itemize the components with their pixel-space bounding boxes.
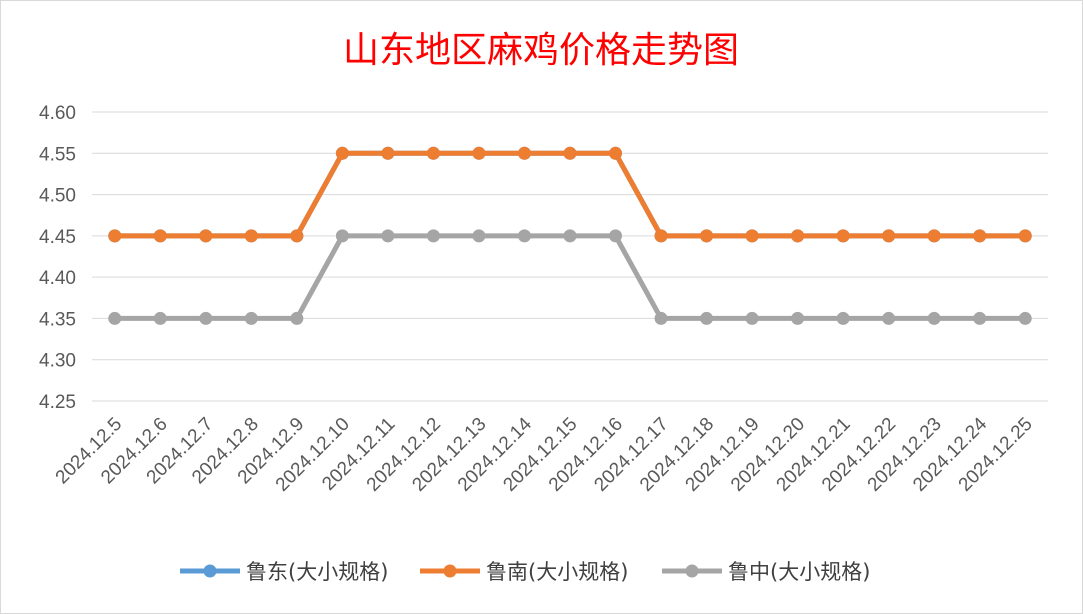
data-point [836,311,850,325]
data-point [153,311,167,325]
data-point [654,311,668,325]
y-tick-label: 4.25 [39,392,76,413]
y-tick-label: 4.50 [39,186,76,207]
y-tick-label: 4.60 [39,103,76,124]
data-point [836,229,850,243]
data-point [609,146,623,160]
data-point [108,229,122,243]
data-point [882,311,896,325]
chart-title: 山东地区麻鸡价格走势图 [343,30,739,71]
data-point [973,311,987,325]
data-point [563,229,577,243]
series-2 [108,229,1032,325]
data-point [199,311,213,325]
data-point [244,311,258,325]
data-point [108,311,122,325]
data-point [153,229,167,243]
data-point [927,229,941,243]
data-point [426,146,440,160]
series-1 [108,146,1032,243]
data-point [1018,311,1032,325]
y-tick-label: 4.45 [39,227,76,248]
data-point [1018,229,1032,243]
data-point [290,311,304,325]
data-point [654,229,668,243]
data-point [791,229,805,243]
legend-item: 鲁东(大小规格) [180,560,388,584]
legend-marker [685,564,699,578]
data-point [335,229,349,243]
data-point [517,146,531,160]
data-point [381,229,395,243]
data-point [700,311,714,325]
data-point [381,146,395,160]
data-point [563,146,577,160]
data-point [791,311,805,325]
series-lines [108,146,1032,325]
data-point [927,311,941,325]
data-point [882,229,896,243]
data-point [700,229,714,243]
y-tick-label: 4.35 [39,309,76,330]
y-tick-label: 4.40 [39,268,76,289]
legend-marker [203,564,217,578]
data-point [517,229,531,243]
data-point [745,311,759,325]
data-point [244,229,258,243]
data-point [426,229,440,243]
data-point [290,229,304,243]
y-tick-label: 4.55 [39,144,76,165]
data-point [609,229,623,243]
legend-label: 鲁东(大小规格) [246,560,388,584]
data-point [745,229,759,243]
legend-marker [443,564,457,578]
data-point [472,146,486,160]
legend-item: 鲁中(大小规格) [662,560,870,584]
y-axis-tick-labels: 4.25 4.30 4.35 4.40 4.45 4.50 4.55 4.60 [39,103,76,413]
legend: 鲁东(大小规格) 鲁南(大小规格) 鲁中(大小规格) [180,560,870,584]
data-point [472,229,486,243]
data-point [199,229,213,243]
legend-label: 鲁南(大小规格) [486,560,628,584]
legend-item: 鲁南(大小规格) [420,560,628,584]
data-point [335,146,349,160]
data-point [973,229,987,243]
y-tick-label: 4.30 [39,351,76,372]
legend-label: 鲁中(大小规格) [728,560,870,584]
